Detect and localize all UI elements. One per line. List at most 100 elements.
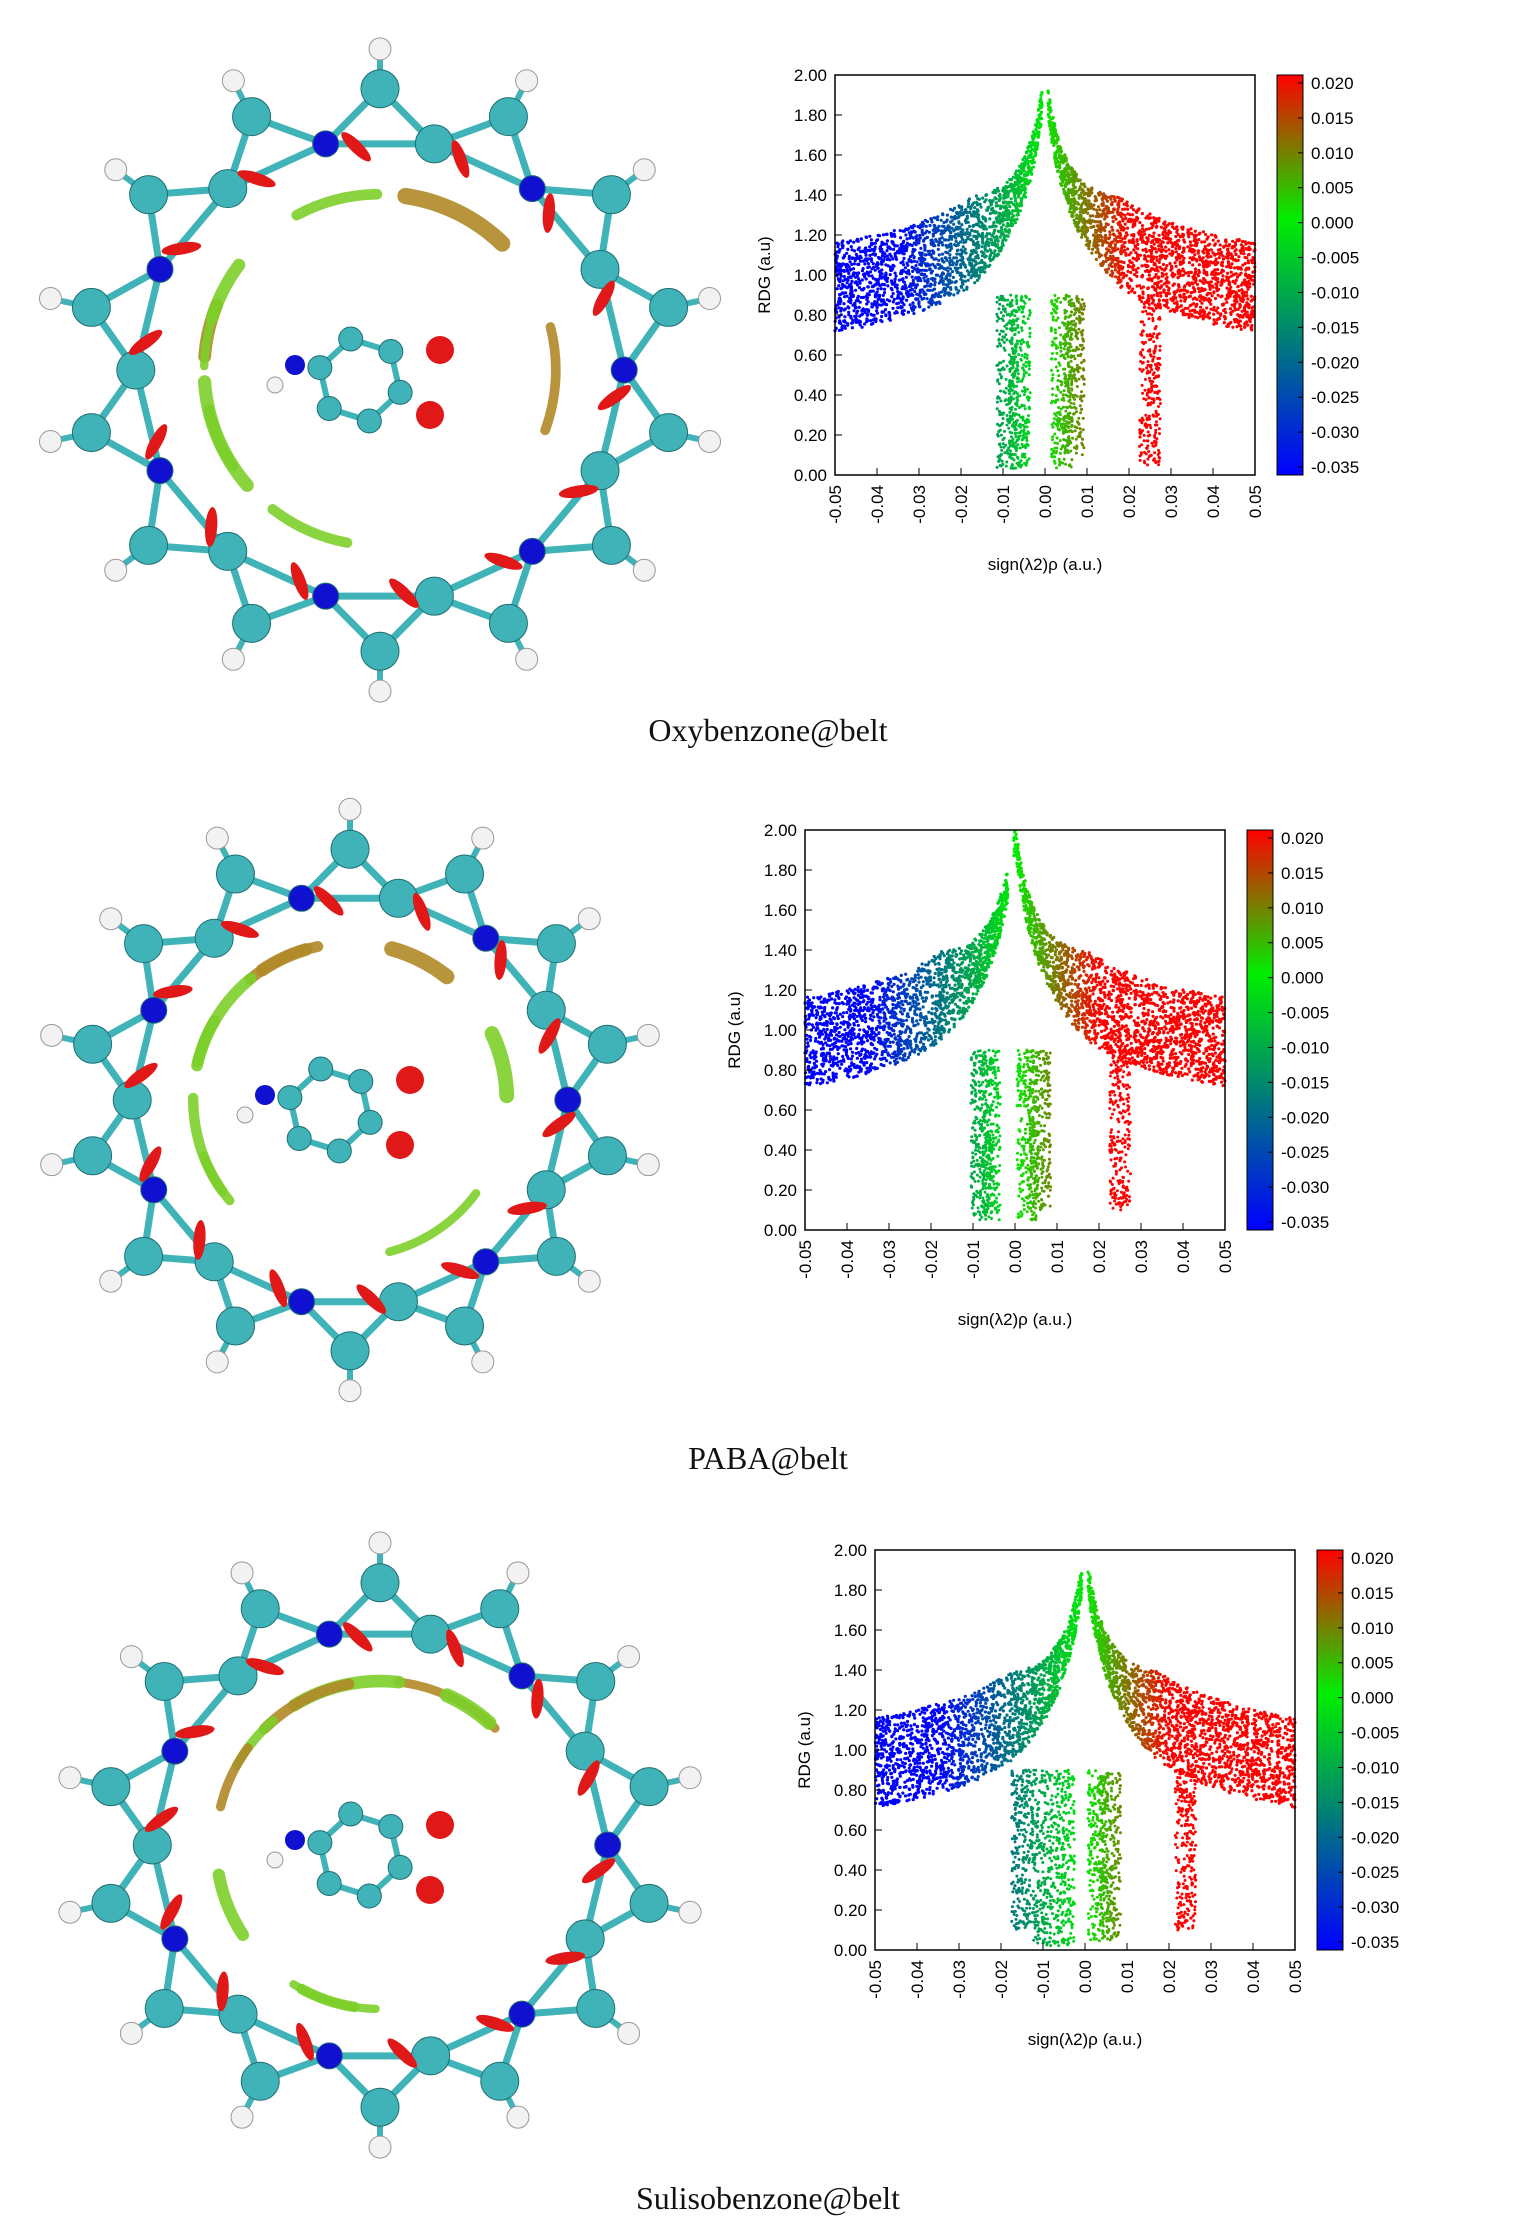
scatter-point: [1013, 203, 1017, 207]
scatter-point: [1013, 453, 1017, 457]
scatter-point: [1168, 261, 1172, 266]
scatter-point: [1023, 321, 1027, 325]
scatter-point: [864, 235, 868, 239]
scatter-point: [984, 240, 988, 244]
scatter-point: [1176, 233, 1180, 237]
scatter-point: [956, 291, 960, 295]
scatter-point: [1005, 460, 1009, 464]
scatter-point: [1132, 234, 1136, 238]
repulsive-isosurface: [558, 484, 599, 499]
scatter-point: [1092, 203, 1096, 207]
scatter-point: [1165, 291, 1169, 295]
scatter-point: [1164, 256, 1168, 260]
scatter-point: [1020, 178, 1024, 182]
scatter-point: [1062, 356, 1066, 360]
scatter-point: [1056, 369, 1060, 373]
scatter-point: [1131, 222, 1135, 226]
scatter-point: [932, 295, 936, 299]
scatter-point: [838, 321, 842, 325]
scatter-point: [972, 210, 976, 214]
scatter-point: [923, 292, 927, 297]
scatter-point: [1069, 429, 1073, 433]
scatter-point: [949, 287, 953, 291]
scatter-point: [1064, 158, 1068, 162]
scatter-point: [948, 207, 953, 211]
scatter-point: [958, 273, 962, 277]
scatter-point: [973, 229, 977, 233]
scatter-point: [1231, 325, 1235, 329]
scatter-point: [1179, 299, 1183, 303]
scatter-point: [1016, 361, 1020, 365]
scatter-point: [1077, 193, 1081, 197]
scatter-point: [1113, 242, 1117, 247]
scatter-point: [988, 217, 992, 221]
panel-oxybenzone: 0.00 0.20 0.40 0.60 0.80 1.00 1.20 1.40 1.60 1.80…: [0, 0, 1536, 760]
scatter-point: [899, 261, 903, 265]
scatter-point: [891, 292, 895, 296]
scatter-point: [1119, 278, 1123, 282]
scatter-point: [994, 210, 998, 214]
scatter-point: [952, 293, 956, 297]
scatter-point: [935, 218, 940, 222]
scatter-point: [1039, 110, 1044, 114]
scatter-point: [996, 396, 999, 400]
scatter-point: [1136, 216, 1140, 220]
scatter-point: [1005, 338, 1009, 342]
scatter-point: [1181, 232, 1185, 236]
scatter-point: [1125, 281, 1130, 286]
scatter-point: [1110, 257, 1114, 261]
scatter-point: [1056, 296, 1060, 300]
scatter-point: [1118, 220, 1122, 224]
scatter-point: [852, 240, 856, 244]
scatter-point: [1021, 389, 1024, 393]
scatter-point: [1218, 252, 1222, 256]
scatter-point: [865, 302, 869, 306]
scatter-point: [984, 198, 988, 202]
scatter-point: [1197, 238, 1201, 242]
scatter-point: [1110, 203, 1114, 207]
scatter-point: [868, 245, 872, 249]
carbon-atom: [387, 379, 413, 405]
scatter-point: [1103, 253, 1107, 257]
scatter-point: [1059, 148, 1063, 152]
scatter-point: [1131, 267, 1135, 272]
scatter-point: [916, 279, 920, 283]
scatter-point: [995, 300, 999, 304]
scatter-point: [1051, 315, 1055, 319]
scatter-point: [972, 242, 976, 246]
scatter-point: [1128, 260, 1132, 264]
scatter-point: [1213, 263, 1217, 267]
scatter-point: [893, 280, 897, 285]
scatter-point: [1158, 254, 1162, 258]
scatter-point: [1018, 209, 1022, 213]
scatter-point: [925, 235, 930, 239]
scatter-point: [1069, 418, 1073, 422]
scatter-point: [994, 204, 998, 208]
scatter-point: [1246, 297, 1250, 301]
scatter-point: [1049, 108, 1053, 112]
scatter-point: [932, 223, 936, 227]
scatter-point: [967, 202, 971, 206]
scatter-point: [1157, 260, 1161, 264]
scatter-point: [863, 273, 867, 277]
scatter-point: [953, 243, 957, 247]
scatter-point: [1005, 364, 1009, 368]
scatter-point: [905, 237, 909, 241]
scatter-point: [842, 302, 846, 306]
scatter-point: [998, 464, 1002, 467]
scatter-point: [1239, 249, 1243, 253]
scatter-point: [988, 225, 992, 229]
scatter-point: [1012, 360, 1016, 364]
scatter-point: [1166, 241, 1170, 245]
scatter-point: [1027, 414, 1030, 418]
scatter-point: [1224, 238, 1228, 242]
scatter-point: [1016, 443, 1020, 447]
scatter-point: [950, 280, 954, 284]
scatter-point: [1193, 315, 1197, 319]
scatter-point: [1018, 434, 1022, 438]
scatter-point: [1053, 294, 1057, 297]
scatter-point: [1132, 264, 1136, 268]
scatter-point: [883, 283, 887, 287]
scatter-point: [1117, 271, 1121, 275]
scatter-point: [1085, 228, 1089, 232]
